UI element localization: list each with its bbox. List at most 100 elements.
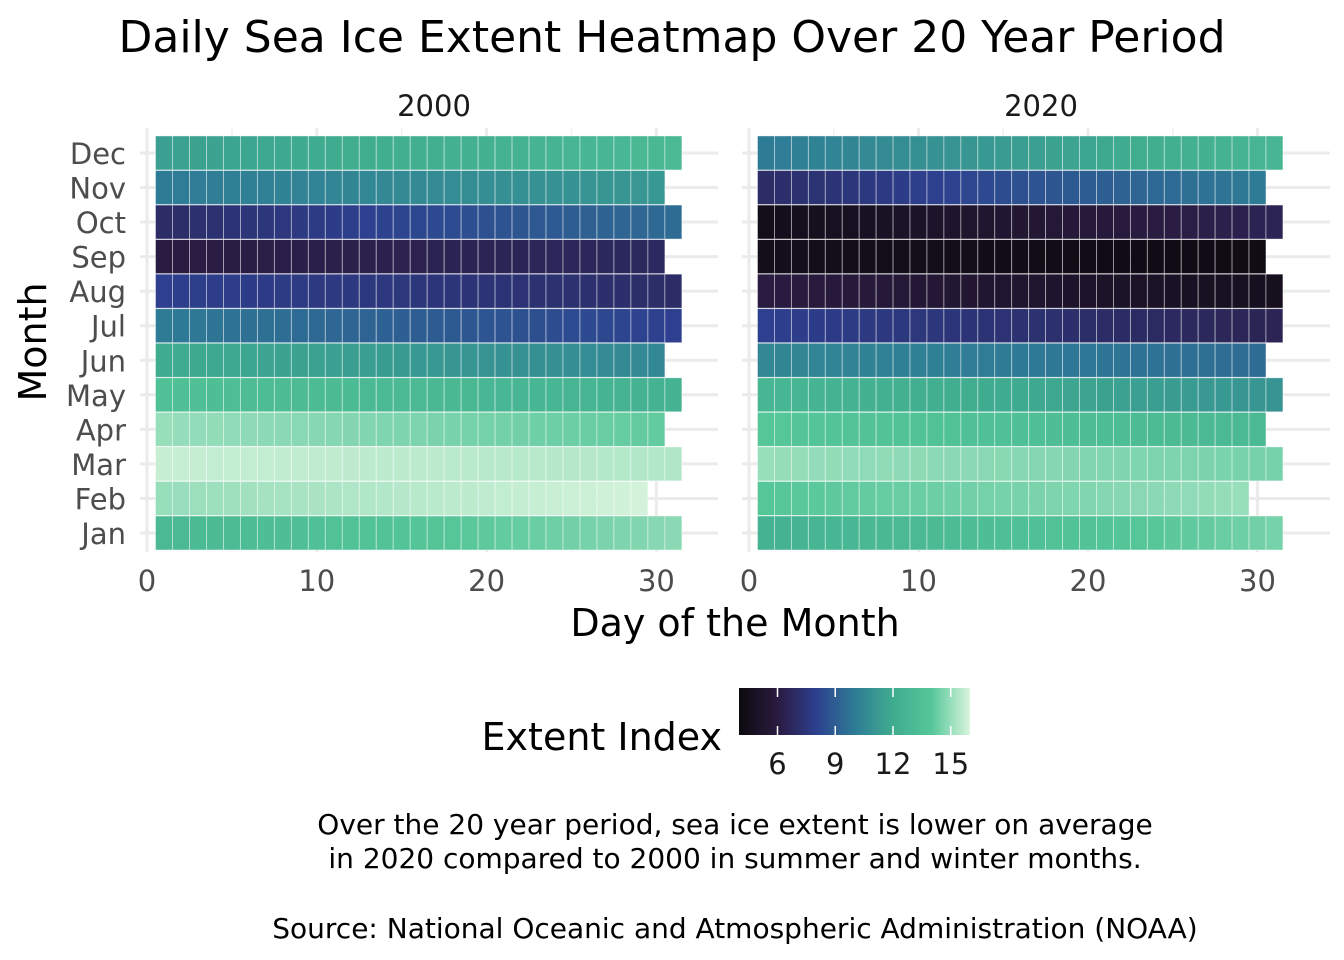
heatmap-cell — [545, 342, 564, 378]
heatmap-cell — [630, 135, 649, 171]
heatmap-cell — [977, 446, 996, 482]
heatmap-cell — [790, 481, 809, 516]
heatmap-cell — [1163, 239, 1182, 275]
heatmap-cell — [774, 135, 792, 171]
heatmap-cell — [909, 411, 928, 447]
heatmap-cell — [239, 446, 258, 482]
heatmap-cell — [290, 135, 309, 171]
heatmap-cell — [994, 170, 1013, 205]
heatmap-cell — [256, 446, 275, 482]
heatmap-cell — [1129, 377, 1148, 413]
heatmap-cell — [858, 308, 877, 344]
heatmap-cell — [892, 481, 911, 516]
heatmap-cell — [960, 446, 979, 482]
heatmap-cell — [994, 308, 1013, 344]
heatmap-cell — [892, 377, 911, 413]
heatmap-cell — [324, 273, 343, 309]
heatmap-cell — [926, 308, 945, 344]
heatmap-cell — [341, 446, 360, 482]
heatmap-cell — [1265, 308, 1284, 344]
heatmap-cell — [1011, 411, 1030, 447]
heatmap-cell — [1248, 273, 1267, 309]
heatmap-cell — [1079, 446, 1097, 482]
heatmap-cell — [824, 446, 843, 482]
heatmap-cell — [256, 377, 275, 413]
heatmap-cell — [409, 308, 428, 344]
y-tick-label: Nov — [69, 172, 126, 206]
heatmap-cell — [426, 411, 445, 447]
heatmap-cell — [1231, 204, 1250, 240]
heatmap-cell — [290, 204, 309, 240]
heatmap-cell — [1197, 239, 1216, 275]
heatmap-cell — [841, 411, 860, 447]
heatmap-cell — [841, 342, 860, 378]
y-tick-label: Dec — [70, 137, 126, 171]
heatmap-cell — [239, 204, 258, 240]
heatmap-cell — [392, 377, 411, 413]
heatmap-cell — [324, 204, 343, 240]
heatmap-cell — [273, 515, 292, 551]
heatmap-cell — [494, 342, 513, 378]
x-tick-label: 30 — [1239, 564, 1276, 598]
heatmap-cell — [358, 446, 377, 482]
heatmap-cell — [774, 239, 792, 275]
heatmap-cell — [324, 308, 343, 344]
heatmap-cell — [324, 411, 343, 447]
heatmap-cell — [1180, 239, 1199, 275]
heatmap-cell — [307, 308, 326, 344]
heatmap-cell — [290, 446, 309, 482]
heatmap-cell — [1096, 239, 1114, 275]
heatmap-cell — [1265, 377, 1284, 413]
heatmap-cell — [1265, 273, 1284, 309]
heatmap-cell — [443, 239, 462, 275]
heatmap-cell — [1079, 170, 1097, 205]
heatmap-cell — [892, 239, 911, 275]
heatmap-cell — [858, 170, 877, 205]
heatmap-cell — [1011, 170, 1030, 205]
heatmap-cell — [494, 204, 513, 240]
heatmap-cell — [443, 411, 462, 447]
heatmap-cell — [290, 170, 309, 205]
heatmap-cell — [1045, 411, 1063, 447]
heatmap-cell — [511, 342, 530, 378]
y-tick-label: Mar — [71, 448, 126, 482]
heatmap-cell — [909, 446, 928, 482]
heatmap-cell — [392, 515, 411, 551]
heatmap-cell — [511, 239, 530, 275]
heatmap-cell — [807, 411, 826, 447]
heatmap-cell — [926, 481, 945, 516]
heatmap-cell — [307, 515, 326, 551]
heatmap-cell — [477, 377, 496, 413]
heatmap-cell — [943, 515, 962, 551]
heatmap-cell — [358, 239, 377, 275]
heatmap-cell — [1129, 446, 1148, 482]
heatmap-cell — [528, 204, 547, 240]
heatmap-cell — [858, 411, 877, 447]
heatmap-cell — [807, 204, 826, 240]
heatmap-cell — [223, 481, 241, 516]
heatmap-cell — [841, 204, 860, 240]
heatmap-cell — [630, 273, 649, 309]
heatmap-cell — [1096, 411, 1114, 447]
heatmap-cell — [358, 170, 377, 205]
heatmap-cell — [926, 204, 945, 240]
heatmap-cell — [545, 377, 564, 413]
heatmap-cell — [596, 481, 615, 516]
heatmap-cell — [1163, 411, 1182, 447]
heatmap-cell — [1197, 377, 1216, 413]
heatmap-cell — [1146, 411, 1165, 447]
colorbar — [739, 688, 970, 735]
heatmap-cell — [223, 377, 241, 413]
heatmap-cell — [375, 515, 394, 551]
heatmap-cell — [172, 515, 190, 551]
heatmap-cell — [909, 135, 928, 171]
heatmap-cell — [545, 170, 564, 205]
heatmap-cell — [273, 273, 292, 309]
heatmap-cell — [155, 273, 173, 309]
heatmap-cell — [926, 273, 945, 309]
heatmap-cell — [647, 308, 666, 344]
heatmap-cell — [172, 239, 190, 275]
heatmap-cell — [273, 377, 292, 413]
heatmap-cell — [1062, 446, 1080, 482]
heatmap-cell — [596, 342, 615, 378]
